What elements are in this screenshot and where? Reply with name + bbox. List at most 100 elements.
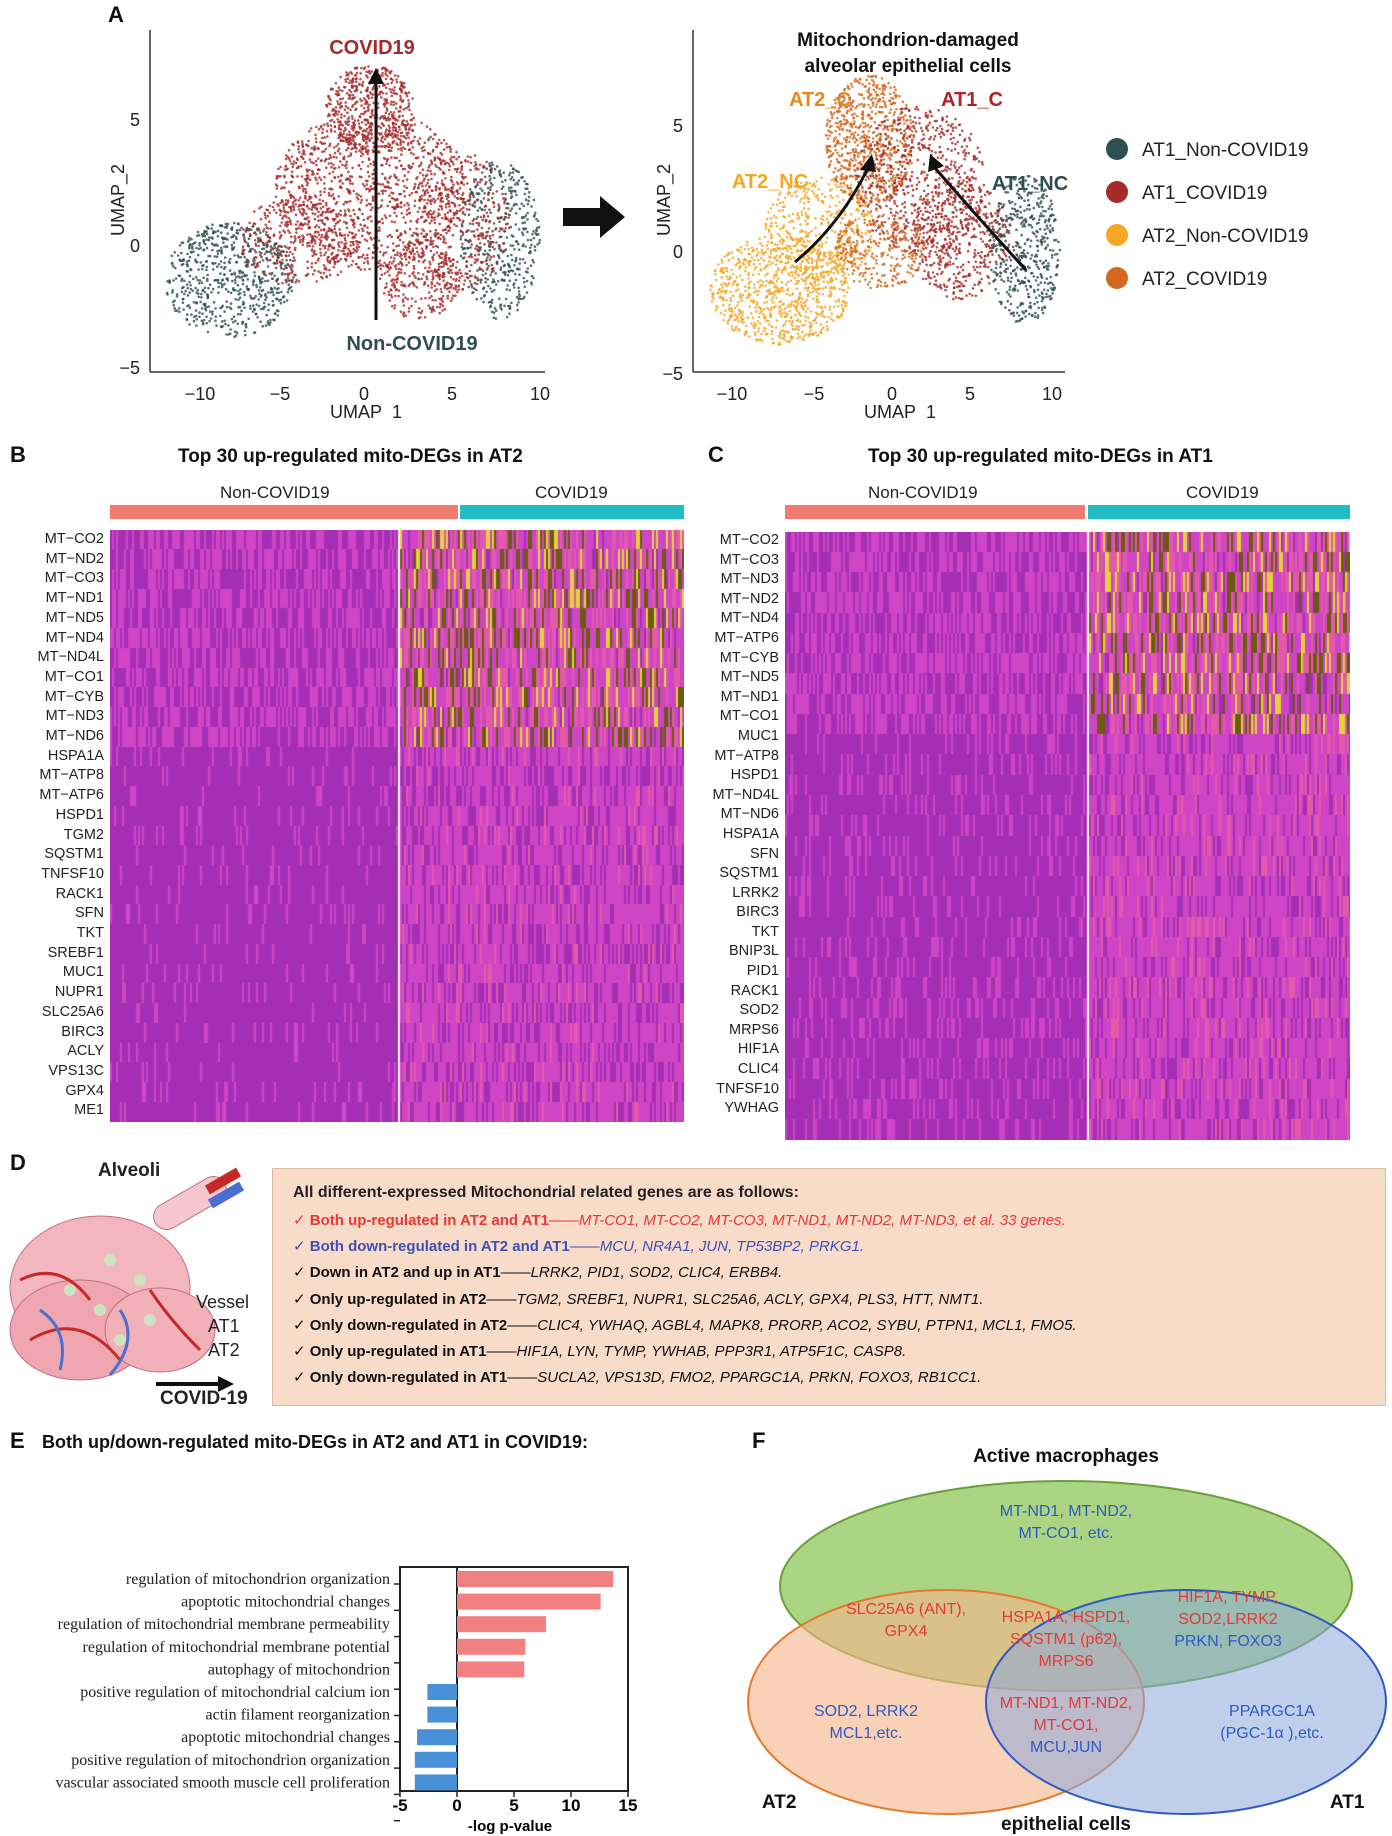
b-gene-label: MT−ND4 xyxy=(45,629,104,646)
x-tick-1: 0 xyxy=(452,1796,461,1815)
venn-at1 xyxy=(985,1589,1387,1815)
gene-category: Both up-regulated in AT2 and AT1 xyxy=(309,1212,549,1229)
c-gene-label: MT−ND1 xyxy=(720,688,779,705)
legend-label-at2-noncovid: AT2_Non-COVID19 xyxy=(1142,226,1309,247)
label-vessel: Vessel xyxy=(196,1292,250,1312)
c-gene-label: MT−ND6 xyxy=(720,806,779,823)
panel-c-title: Top 30 up-regulated mito-DEGs in AT1 xyxy=(868,446,1213,467)
venn-at1-only-2: (PGC-1α ),etc. xyxy=(1220,1725,1323,1742)
c-gene-label: LRRK2 xyxy=(732,884,779,901)
umap-left-ylabel: UMAP_2 xyxy=(108,164,129,236)
label-non-covid19: Non-COVID19 xyxy=(346,333,477,355)
c-gene-label: MT−CO2 xyxy=(719,532,779,548)
gene-summary-box: All different-expressed Mitochondrial re… xyxy=(272,1168,1386,1406)
go-bar-chart: regulation of mitochondrion organization… xyxy=(55,1566,637,1835)
umap-right-arrow-left xyxy=(794,167,870,264)
b-gene-label: ME1 xyxy=(74,1102,104,1119)
b-gene-label: HSPD1 xyxy=(55,806,104,823)
gene-names: HIF1A, LYN, TYMP, YWHAB, PPP3R1, ATP5F1C… xyxy=(516,1343,907,1360)
b-gene-label: ACLY xyxy=(67,1043,104,1060)
panel-label-a: A xyxy=(108,2,124,27)
panel-e-title: Both up/down-regulated mito-DEGs in AT2 … xyxy=(42,1432,589,1452)
b-gene-label: MT−CYB xyxy=(44,688,104,705)
gene-names: TGM2, SREBF1, NUPR1, SLC25A6, ACLY, GPX4… xyxy=(516,1290,984,1308)
label-covid-19: COVID-19 xyxy=(160,1388,248,1409)
bar-0 xyxy=(457,1571,614,1587)
check-icon: ✓ xyxy=(293,1343,306,1360)
b-gene-label: MT−ND5 xyxy=(45,609,104,626)
b-gene-label: RACK1 xyxy=(55,885,104,902)
gene-names: CLIC4, YWHAQ, AGBL4, MAPK8, PRORP, ACO2,… xyxy=(537,1316,1077,1334)
gene-names: MCU, NR4A1, JUN, TP53BP2, PRKG1. xyxy=(599,1238,864,1256)
umap-legend: AT1_Non-COVID19 AT1_COVID19 AT2_Non-COVI… xyxy=(1106,138,1309,290)
umap-right-ylabel: UMAP_2 xyxy=(654,164,675,236)
panel-c-gene-list: MT−CO2 MT−CO3 MT−ND3 MT−ND2 MT−ND4 MT−ATP6 MT−… xyxy=(676,531,779,1119)
umap-left-xlabel: UMAP_1 xyxy=(330,402,402,420)
b-gene-label: GPX4 xyxy=(65,1082,104,1099)
bar-label-4: autophagy of mitochondrion xyxy=(208,1661,390,1678)
b-gene-label: MT−CO3 xyxy=(44,570,104,587)
panel-b-title: Top 30 up-regulated mito-DEGs in AT2 xyxy=(178,446,523,467)
umap-left-axes xyxy=(149,30,545,373)
c-gene-label: BNIP3L xyxy=(729,943,779,960)
bar-4 xyxy=(457,1661,525,1678)
gene-category: Both down-regulated in AT2 and AT1 xyxy=(309,1238,570,1256)
label-alveoli: Alveoli xyxy=(98,1160,161,1181)
bar-label-6: actin filament reorganization xyxy=(205,1707,390,1724)
venn-center-2: SQSTM1 (p62), xyxy=(1010,1631,1122,1648)
umap-left-xticks: −10 −5 0 5 10 xyxy=(185,384,550,404)
c-gene-label: HSPA1A xyxy=(722,825,779,842)
b-gene-label: MT−ND2 xyxy=(45,550,104,567)
bar-label-1: apoptotic mitochondrial changes xyxy=(181,1594,390,1611)
panel-label-c: C xyxy=(708,442,724,467)
c-gene-label: HSPD1 xyxy=(730,767,779,784)
umap-right-arrow-right xyxy=(933,167,1028,272)
b-gene-label: MT−ND3 xyxy=(45,708,104,725)
b-gene-label: SREBF1 xyxy=(47,944,104,961)
c-gene-label: MT−ATP6 xyxy=(714,629,779,646)
gene-separator: —— xyxy=(507,1316,538,1334)
check-icon: ✓ xyxy=(293,1212,306,1229)
panel-b-gene-list: MT−CO2 MT−ND2 MT−CO3 MT−ND1 MT−ND5 MT−ND4 MT−N… xyxy=(0,530,104,1121)
umap-right-yticks: 5 0 −5 xyxy=(662,116,683,384)
panel-b-group-right: COVID19 xyxy=(535,483,608,502)
gene-summary-header: All different-expressed Mitochondrial re… xyxy=(293,1184,799,1201)
panel-b-group-left: Non-COVID19 xyxy=(220,483,330,502)
gene-names: SUCLA2, VPS13D, FMO2, PPARGC1A, PRKN, FO… xyxy=(537,1369,982,1387)
gene-summary-line: ✓ Both up-regulated in AT2 and AT1——MT-C… xyxy=(293,1211,1066,1231)
x-tick-2: 5 xyxy=(509,1796,518,1815)
c-gene-label: MT−ND5 xyxy=(720,669,779,686)
label-at2-nc: AT2_NC xyxy=(732,171,808,193)
venn-mac-at1-1: HIF1A, TYMP, xyxy=(1178,1589,1279,1606)
umap-right-xticks: −10 −5 0 5 10 xyxy=(717,384,1062,404)
bar-label-2: regulation of mitochondrial membrane per… xyxy=(58,1616,390,1633)
check-icon: ✓ xyxy=(293,1238,306,1256)
bar-3 xyxy=(457,1638,526,1655)
umap-left-yticks: 5 0 −5 xyxy=(119,110,140,378)
gene-separator: —— xyxy=(569,1238,600,1256)
umap-right-title-1: Mitochondrion-damaged xyxy=(797,30,1019,51)
b-gene-label: MT−ATP8 xyxy=(39,767,104,784)
bar-7 xyxy=(417,1729,457,1746)
bar-label-3: regulation of mitochondrial membrane pot… xyxy=(83,1639,391,1656)
b-gene-label: TNFSF10 xyxy=(41,865,104,882)
legend-label-at2-covid: AT2_COVID19 xyxy=(1142,269,1267,290)
b-gene-label: SFN xyxy=(75,905,104,922)
venn-at2-at1-2: MT-CO1, xyxy=(1034,1717,1099,1734)
panel-label-e: E xyxy=(10,1428,25,1453)
check-icon: ✓ xyxy=(293,1316,306,1334)
label-at1-nc: AT1_NC xyxy=(992,173,1068,195)
bar-label-5: positive regulation of mitochondrial cal… xyxy=(80,1684,390,1701)
c-gene-label: PID1 xyxy=(746,963,779,980)
venn-mac-only-2: MT-CO1, etc. xyxy=(1018,1525,1113,1542)
c-gene-label: SFN xyxy=(750,845,779,862)
venn-at2-label: AT2 xyxy=(762,1792,796,1813)
c-gene-label: TNFSF10 xyxy=(716,1080,779,1097)
label-at1: AT1 xyxy=(208,1316,240,1336)
venn-mac-at2-2: GPX4 xyxy=(885,1623,928,1640)
venn-at1-label: AT1 xyxy=(1330,1792,1365,1813)
gene-names: LRRK2, PID1, SOD2, CLIC4, ERBB4. xyxy=(530,1264,783,1282)
bar-label-7: apoptotic mitochondrial changes xyxy=(181,1729,390,1746)
bar-1 xyxy=(457,1593,601,1610)
venn-at2-at1-1: MT-ND1, MT-ND2, xyxy=(1000,1695,1132,1712)
